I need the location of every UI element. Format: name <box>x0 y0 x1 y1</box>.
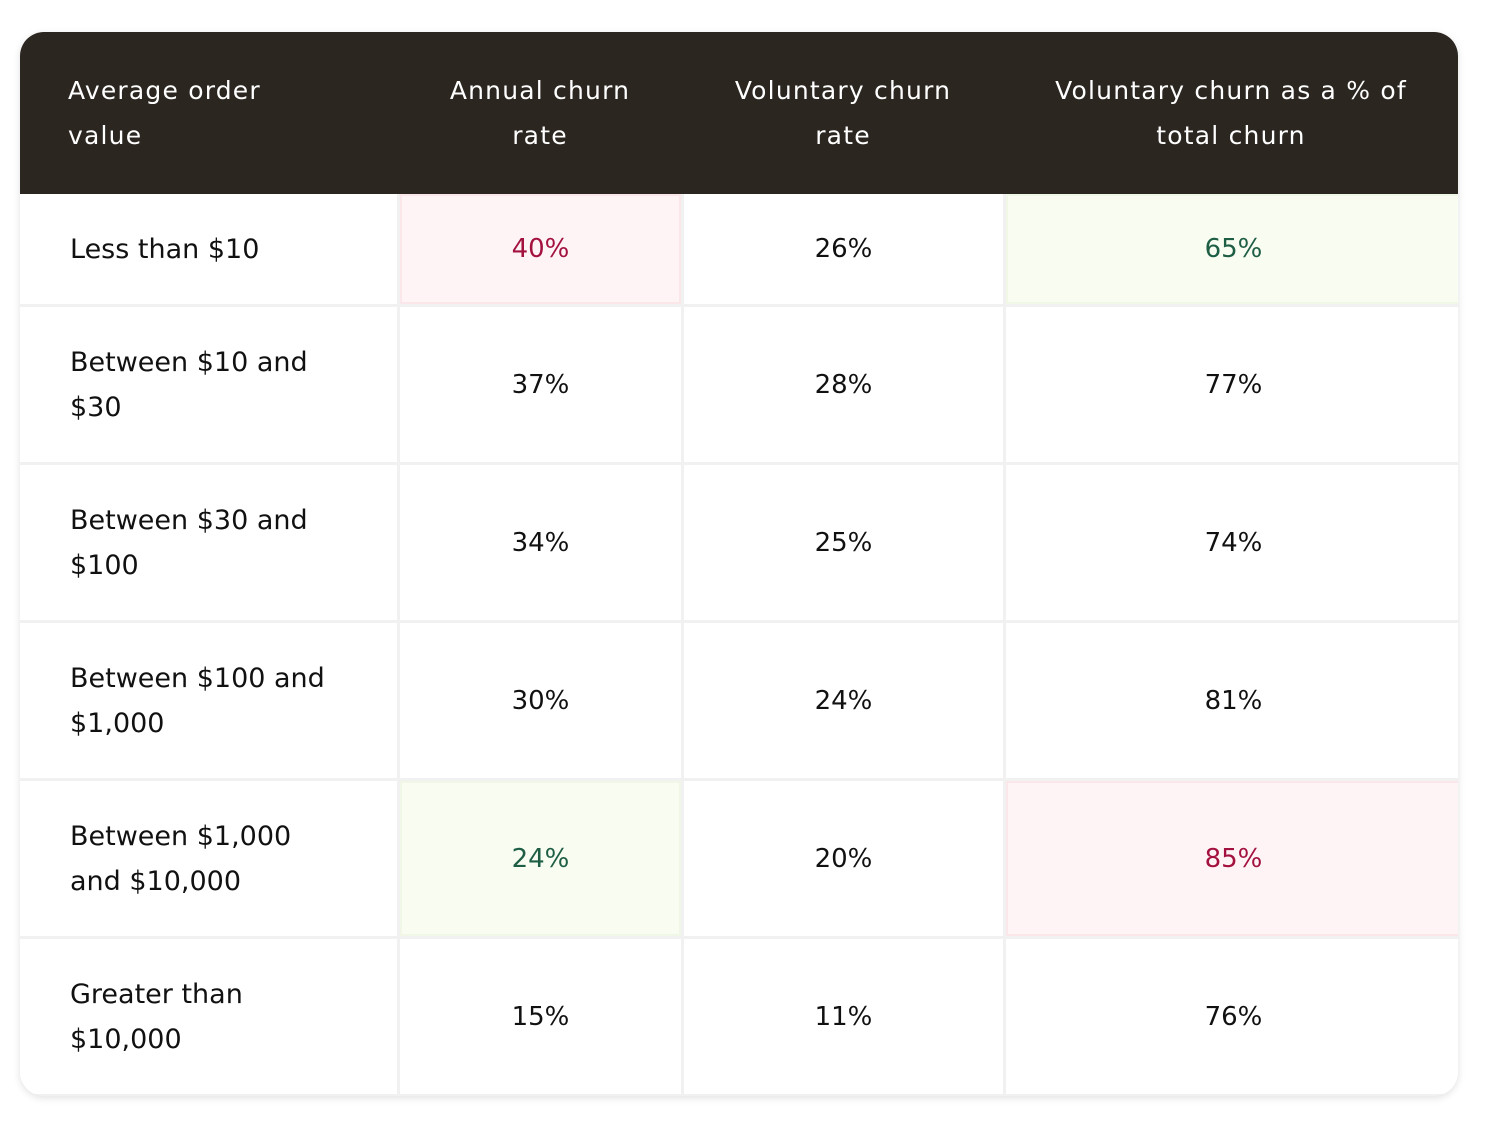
cell: 65% <box>1006 194 1458 304</box>
cell: 24% <box>400 781 681 936</box>
cell: 15% <box>400 939 681 1094</box>
cell: 81% <box>1006 623 1458 778</box>
cell: 28% <box>684 307 1003 462</box>
cell: 37% <box>400 307 681 462</box>
cell: 24% <box>684 623 1003 778</box>
cell: 76% <box>1006 939 1458 1094</box>
header-cell: Average order value <box>68 76 261 150</box>
cell: 74% <box>1006 465 1458 620</box>
cell: 40% <box>400 194 681 304</box>
cell: 11% <box>684 939 1003 1094</box>
cell: 77% <box>1006 307 1458 462</box>
header-cell: Voluntary churn as a % of total churn <box>1055 76 1407 150</box>
row-label: Between $30 and $100 <box>20 465 397 620</box>
header-cell: Voluntary churn rate <box>734 76 952 150</box>
cell: 85% <box>1006 781 1458 936</box>
row-label: Between $10 and $30 <box>20 307 397 462</box>
cell: 25% <box>684 465 1003 620</box>
cell: 20% <box>684 781 1003 936</box>
cell: 26% <box>684 194 1003 304</box>
table-header: Average order value Annual churn rate Vo… <box>20 32 1458 194</box>
row-label: Less than $10 <box>20 194 397 304</box>
row-label: Greater than $10,000 <box>20 939 397 1094</box>
cell: 34% <box>400 465 681 620</box>
row-label: Between $1,000 and $10,000 <box>20 781 397 936</box>
cell: 30% <box>400 623 681 778</box>
header-cell: Annual churn rate <box>449 76 631 150</box>
table-body: Less than $10 40% 26% 65% Between $10 an… <box>20 194 1458 1094</box>
churn-table: Average order value Annual churn rate Vo… <box>20 32 1458 1096</box>
row-label: Between $100 and $1,000 <box>20 623 397 778</box>
